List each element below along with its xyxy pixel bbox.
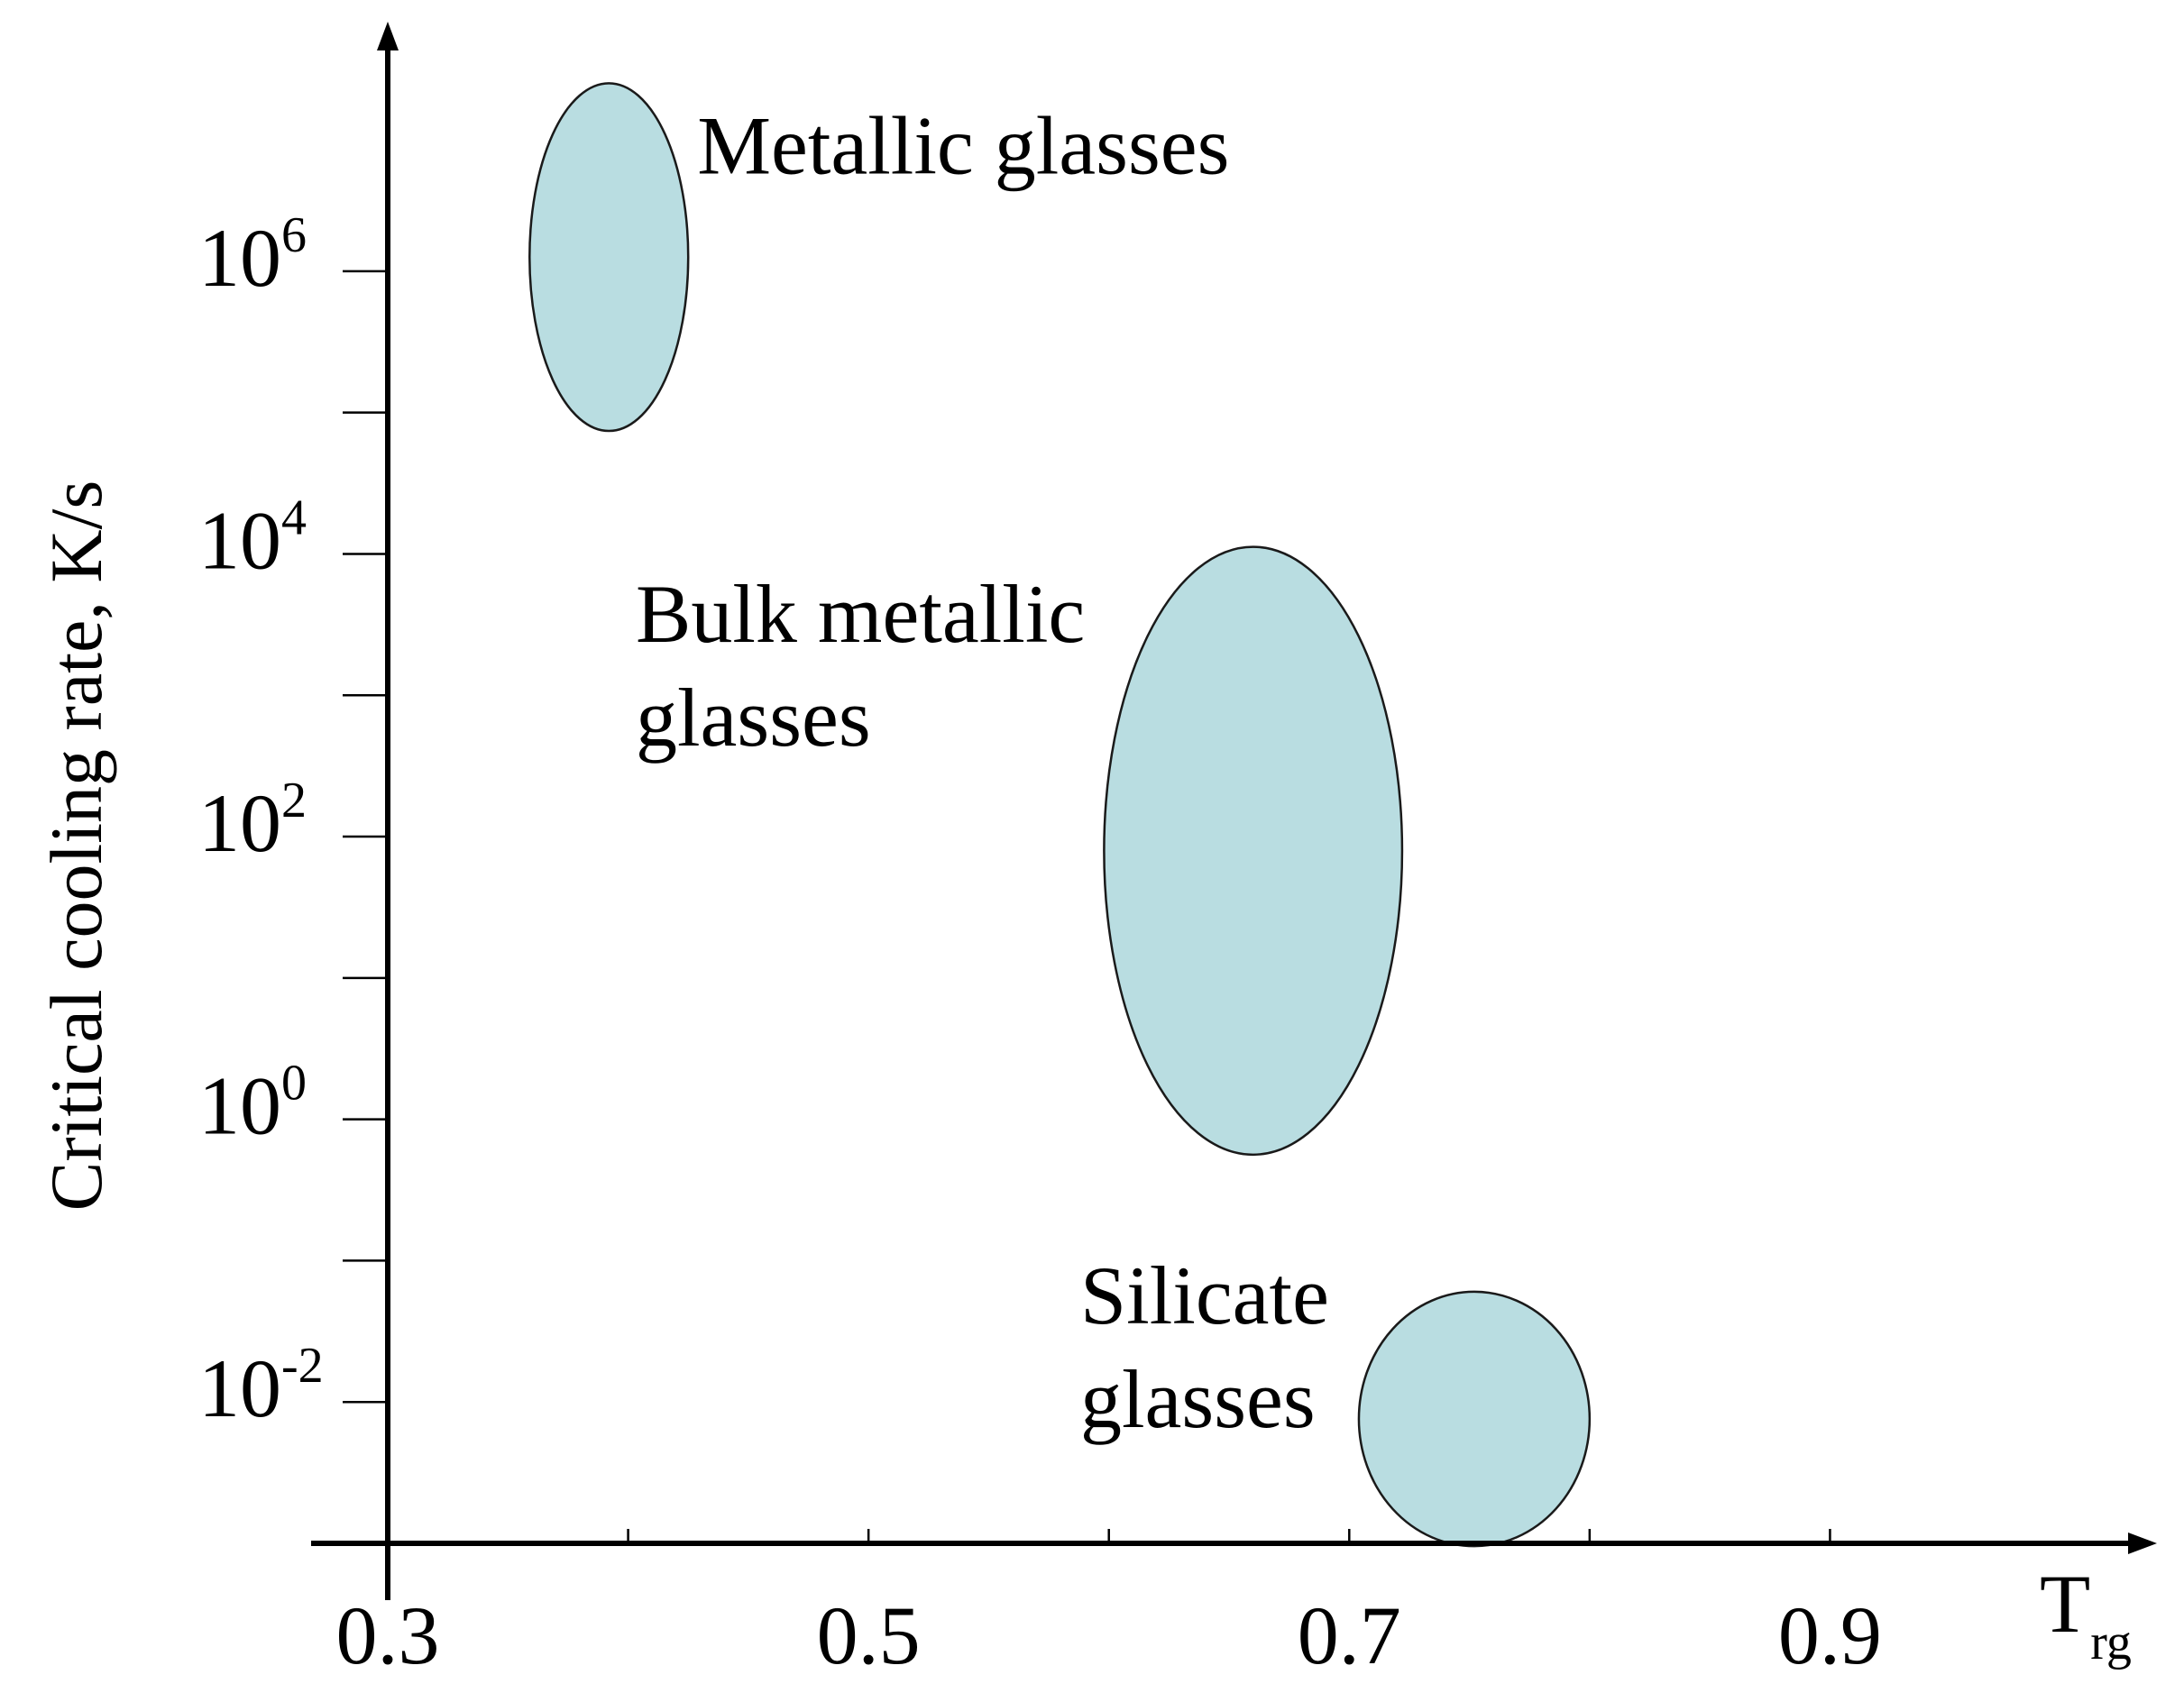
y-tick-label--2: 10-2 [198, 1338, 324, 1434]
x-tick-label-0.9: 0.9 [1778, 1589, 1882, 1681]
region-silicate-glasses [1357, 1290, 1592, 1548]
x-tick-label-0.5: 0.5 [817, 1589, 921, 1681]
x-tick-label-0.7: 0.7 [1298, 1589, 1401, 1681]
y-tick-label-4: 104 [198, 490, 307, 586]
region-label-bulk-metallic-glasses-line-1: Bulk metallic [636, 568, 1085, 660]
y-tick-label-6: 106 [198, 207, 307, 304]
axes-layer [311, 22, 2157, 1600]
y-axis-arrowhead [377, 22, 399, 50]
regions-layer [528, 82, 1592, 1548]
region-label-silicate-glasses-line-1: Silicate [1080, 1249, 1329, 1341]
region-bulk-metallic-glasses [1103, 545, 1404, 1157]
x-tick-label-0.3: 0.3 [336, 1589, 440, 1681]
x-axis-label: Trg [2040, 1558, 2132, 1670]
y-tick-label-0: 100 [198, 1056, 307, 1152]
region-label-silicate-glasses-line-2: glasses [1080, 1353, 1316, 1445]
y-axis-label: Critical cooling rate, K/s [35, 480, 117, 1212]
region-label-bulk-metallic-glasses-line-2: glasses [636, 672, 871, 764]
x-axis-arrowhead [2128, 1533, 2157, 1554]
region-label-metallic-glasses: Metallic glasses [697, 99, 1229, 191]
x-axis-label-main: T [2040, 1558, 2090, 1650]
region-metallic-glasses [528, 82, 690, 433]
labels-layer: Critical cooling rate, K/s Trg Metallic … [35, 99, 2132, 1681]
x-axis-label-subscript: rg [2090, 1615, 2132, 1670]
ticks-layer [343, 270, 1831, 1543]
y-tick-label-2: 102 [198, 773, 307, 869]
